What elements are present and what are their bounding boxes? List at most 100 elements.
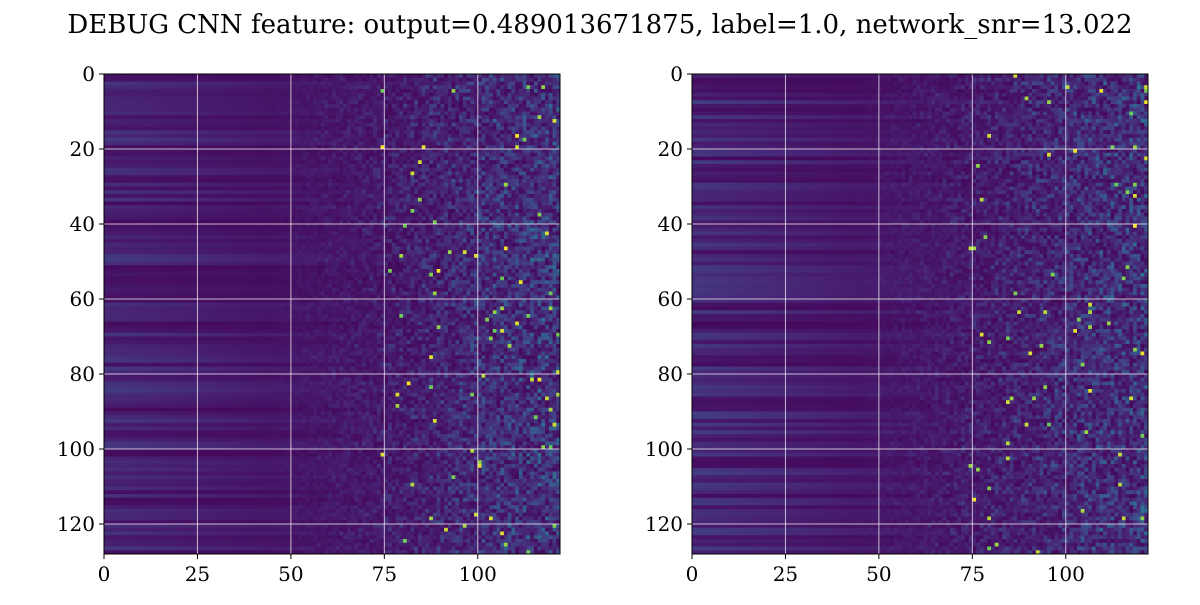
- heatmap-cell: [205, 217, 209, 221]
- heatmap-cell: [268, 224, 272, 228]
- heatmap-cell: [179, 183, 183, 187]
- heatmap-cell: [429, 164, 433, 168]
- heatmap-cell: [261, 183, 265, 187]
- heatmap-cell: [310, 164, 314, 168]
- heatmap-cell: [485, 164, 489, 168]
- heatmap-cell: [354, 175, 358, 179]
- heatmap-cell: [190, 194, 194, 198]
- heatmap-cell: [485, 85, 489, 89]
- heatmap-cell: [493, 130, 497, 134]
- heatmap-cell: [407, 209, 411, 213]
- heatmap-cell: [429, 108, 433, 112]
- heatmap-cell: [209, 172, 213, 176]
- heatmap-cell: [414, 202, 418, 206]
- heatmap-cell: [384, 217, 388, 221]
- heatmap-cell: [156, 123, 160, 127]
- heatmap-cell: [246, 217, 250, 221]
- heatmap-cell: [336, 127, 340, 131]
- heatmap-cell: [313, 115, 317, 119]
- heatmap-cell: [291, 213, 295, 217]
- heatmap-cell: [452, 123, 456, 127]
- heatmap-cell: [437, 142, 441, 146]
- heatmap-cell: [257, 93, 261, 97]
- heatmap-cell: [377, 97, 381, 101]
- heatmap-cell: [448, 168, 452, 172]
- heatmap-cell: [399, 172, 403, 176]
- heatmap-cell: [410, 123, 414, 127]
- heatmap-cell: [414, 153, 418, 157]
- heatmap-cell: [276, 209, 280, 213]
- heatmap-cell: [115, 100, 119, 104]
- heatmap-cell: [283, 153, 287, 157]
- heatmap-cell: [231, 160, 235, 164]
- heatmap-cell: [250, 89, 254, 93]
- heatmap-cell: [343, 190, 347, 194]
- heatmap-cell: [414, 213, 418, 217]
- heatmap-cell: [138, 123, 142, 127]
- heatmap-cell: [485, 172, 489, 176]
- heatmap-cell: [179, 164, 183, 168]
- heatmap-cell: [511, 157, 515, 161]
- heatmap-cell: [291, 74, 295, 78]
- heatmap-cell: [425, 134, 429, 138]
- heatmap-cell: [470, 93, 474, 97]
- heatmap-cell: [366, 164, 370, 168]
- heatmap-cell: [257, 85, 261, 89]
- heatmap-cell: [280, 142, 284, 146]
- heatmap-cell: [336, 190, 340, 194]
- heatmap-cell: [526, 74, 530, 78]
- heatmap-cell: [138, 205, 142, 209]
- heatmap-cell: [231, 100, 235, 104]
- heatmap-cell: [396, 149, 400, 153]
- heatmap-cell: [508, 127, 512, 131]
- heatmap-cell: [541, 78, 545, 82]
- heatmap-cell: [227, 213, 231, 217]
- heatmap-cell: [444, 115, 448, 119]
- heatmap-cell: [410, 209, 414, 213]
- heatmap-cell: [212, 194, 216, 198]
- heatmap-cell: [399, 205, 403, 209]
- heatmap-cell: [209, 78, 213, 82]
- heatmap-cell: [171, 217, 175, 221]
- heatmap-cell: [160, 183, 164, 187]
- heatmap-cell: [452, 115, 456, 119]
- heatmap-cell: [515, 160, 519, 164]
- heatmap-cell: [526, 157, 530, 161]
- heatmap-cell: [153, 115, 157, 119]
- heatmap-cell: [448, 160, 452, 164]
- heatmap-cell: [250, 224, 254, 228]
- heatmap-cell: [526, 89, 530, 93]
- heatmap-cell: [366, 127, 370, 131]
- heatmap-cell: [373, 175, 377, 179]
- heatmap-cell: [351, 209, 355, 213]
- heatmap-cell: [190, 142, 194, 146]
- heatmap-cell: [141, 209, 145, 213]
- heatmap-cell: [317, 183, 321, 187]
- heatmap-cell: [410, 104, 414, 108]
- heatmap-cell: [190, 74, 194, 78]
- heatmap-cell: [332, 183, 336, 187]
- heatmap-cell: [119, 100, 123, 104]
- heatmap-cell: [313, 149, 317, 153]
- heatmap-cell: [429, 93, 433, 97]
- heatmap-cell: [396, 138, 400, 142]
- heatmap-cell: [407, 93, 411, 97]
- heatmap-cell: [111, 213, 115, 217]
- heatmap-cell: [280, 213, 284, 217]
- heatmap-cell: [126, 217, 130, 221]
- heatmap-cell: [414, 134, 418, 138]
- heatmap-cell: [257, 153, 261, 157]
- heatmap-cell: [295, 93, 299, 97]
- heatmap-cell: [541, 153, 545, 157]
- heatmap-cell: [224, 183, 228, 187]
- heatmap-cell: [130, 149, 134, 153]
- heatmap-cell: [354, 179, 358, 183]
- heatmap-cell: [553, 205, 557, 209]
- heatmap-cell: [220, 112, 224, 116]
- heatmap-cell: [186, 112, 190, 116]
- heatmap-cell: [317, 93, 321, 97]
- heatmap-cell: [354, 108, 358, 112]
- heatmap-cell: [545, 112, 549, 116]
- heatmap-cell: [119, 164, 123, 168]
- heatmap-cell: [134, 97, 138, 101]
